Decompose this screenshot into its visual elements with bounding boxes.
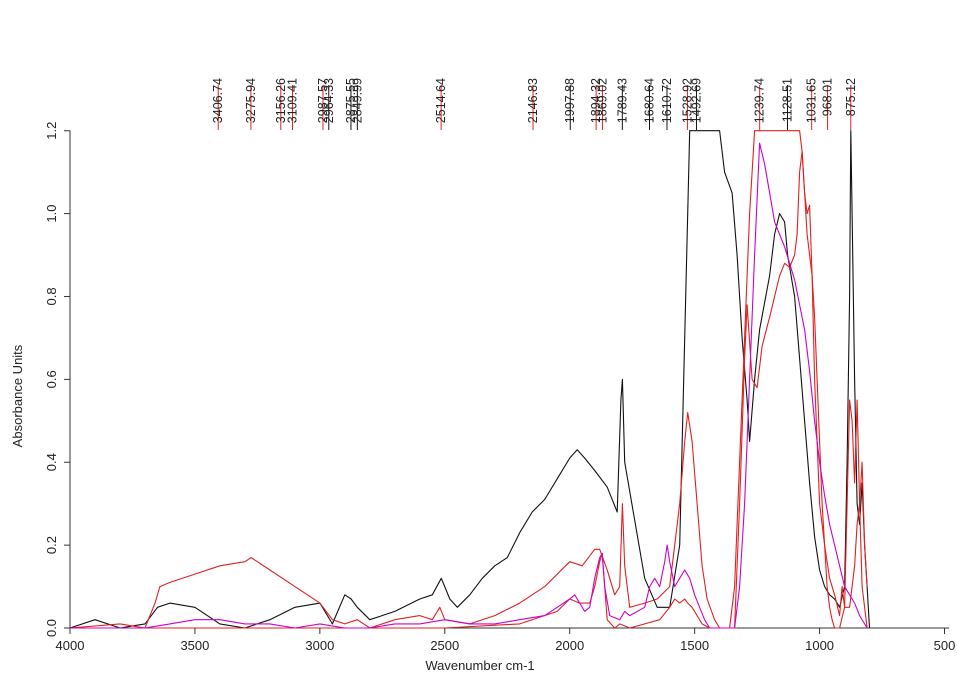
peak-label: 1789.43	[615, 78, 629, 123]
series-line-3	[734, 150, 868, 629]
series-line-4	[70, 142, 868, 629]
series-group	[69, 130, 871, 629]
peak-label: 3406.74	[211, 78, 225, 123]
peak-label: 1997.88	[563, 78, 577, 123]
peak-label: 875.12	[844, 78, 858, 116]
y-tick-label: 0.0	[44, 619, 59, 637]
peak-label: 3156.26	[274, 78, 288, 123]
peak-label: 1128.51	[780, 78, 794, 122]
peak-label: 3275.94	[244, 78, 258, 123]
x-tick-label: 4000	[56, 638, 85, 653]
peak-label: 2849.99	[350, 78, 364, 123]
peak-label: 1680.64	[643, 78, 657, 123]
peak-label: 1869.02	[595, 78, 609, 123]
x-tick-label: 500	[934, 638, 956, 653]
x-tick-label: 2000	[555, 638, 584, 653]
peak-label: 1239.74	[753, 78, 767, 123]
peak-label: 2964.33	[322, 78, 336, 123]
y-tick-label: 0.2	[44, 536, 59, 554]
x-tick-label: 3500	[180, 638, 209, 653]
y-axis-title: Absorbance Units	[10, 344, 25, 447]
peak-label: 1610.72	[660, 78, 674, 123]
x-tick-label: 1000	[805, 638, 834, 653]
series-line-1	[69, 411, 738, 629]
x-tick-label: 2500	[430, 638, 459, 653]
peak-label: 1031.65	[805, 78, 819, 123]
peak-label: 2146.83	[526, 78, 540, 123]
x-axis-title: Wavenumber cm-1	[425, 658, 534, 673]
y-tick-label: 0.6	[44, 370, 59, 388]
peak-label: 1492.69	[689, 78, 703, 123]
peak-label: 3109.41	[286, 78, 300, 123]
y-tick-label: 1.2	[44, 122, 59, 140]
y-tick-label: 0.4	[44, 453, 59, 471]
x-tick-label: 1500	[680, 638, 709, 653]
peak-label: 2875.55	[344, 78, 358, 123]
peak-label: 968.01	[821, 78, 835, 116]
y-tick-label: 1.0	[44, 205, 59, 223]
peak-label: 2514.64	[434, 78, 448, 123]
y-axis: 0.0 0.2 0.4 0.6 0.8 1.0 1.2	[44, 122, 70, 637]
y-tick-label: 0.8	[44, 287, 59, 305]
series-line-0	[69, 130, 871, 629]
x-axis: 4000 3500 3000 2500 2000 1500 1000 500	[56, 628, 956, 653]
peak-label: 1894.32	[589, 78, 603, 123]
peak-label: 1528.92	[680, 78, 694, 123]
x-tick-label: 3000	[305, 638, 334, 653]
series-line-2	[70, 130, 868, 629]
peak-label: 2987.57	[316, 78, 330, 123]
